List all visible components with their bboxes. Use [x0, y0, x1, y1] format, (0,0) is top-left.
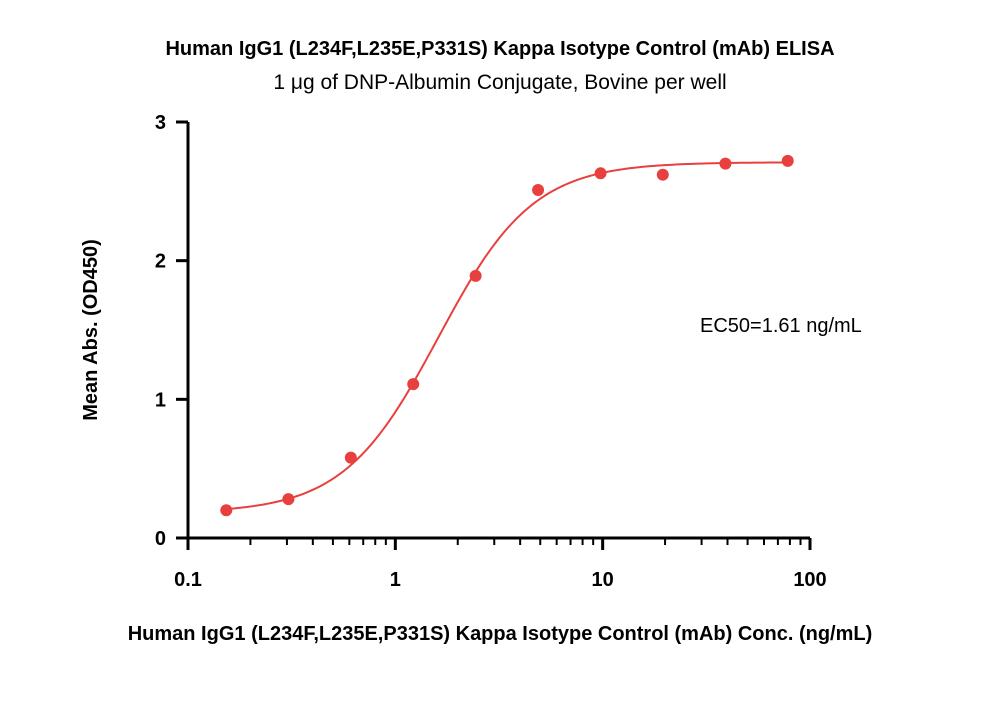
x-tick-label: 1: [390, 569, 401, 591]
y-tick-label: 2: [155, 251, 166, 273]
data-point: [344, 451, 357, 464]
chart-subtitle: 1 μg of DNP-Albumin Conjugate, Bovine pe…: [273, 71, 726, 94]
data-point: [407, 378, 420, 391]
y-tick-label: 0: [155, 528, 166, 550]
x-tick-label: 100: [793, 569, 826, 591]
chart-title: Human IgG1 (L234F,L235E,P331S) Kappa Iso…: [165, 38, 834, 60]
data-point: [781, 154, 794, 167]
x-tick-label: 10: [592, 569, 614, 591]
y-tick-label: 3: [155, 112, 166, 134]
data-point: [594, 167, 607, 180]
ec50-annotation: EC50=1.61 ng/mL: [700, 315, 862, 337]
data-point: [220, 504, 233, 517]
y-tick-label: 1: [155, 389, 166, 411]
x-axis-label: Human IgG1 (L234F,L235E,P331S) Kappa Iso…: [128, 623, 873, 645]
y-axis-label: Mean Abs. (OD450): [80, 239, 102, 421]
data-point: [282, 493, 295, 506]
data-point: [656, 168, 669, 181]
data-point: [532, 183, 545, 196]
fit-curve: [226, 161, 788, 511]
data-point: [719, 157, 732, 170]
plot-area: 0 1 2 3 0.1 1 10 100: [155, 112, 827, 591]
data-point: [469, 269, 482, 282]
x-tick-label: 0.1: [174, 569, 202, 591]
